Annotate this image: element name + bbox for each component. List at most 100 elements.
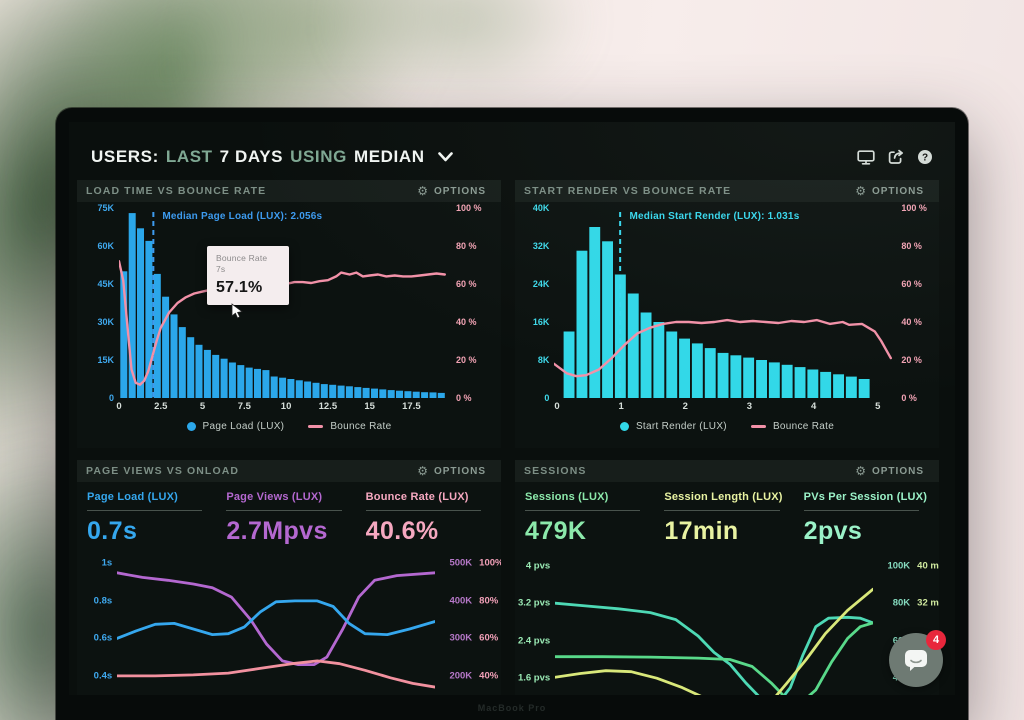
histogram-bar — [345, 386, 353, 398]
histogram-bar — [195, 344, 203, 398]
axis-tick-label: 4 pvs — [525, 560, 551, 572]
axis-tick-label: 0 — [544, 393, 550, 403]
title-part: LAST — [165, 147, 213, 166]
chart-plot: Median Start Render (LUX): 1.031s — [554, 208, 894, 398]
share-icon[interactable] — [888, 149, 904, 165]
histogram-bar — [120, 271, 128, 398]
axis-tick-label: 17.5 — [402, 401, 421, 412]
axis-tick-label: 2.5 — [154, 401, 168, 412]
panel-page-views-vs-onload: PAGE VIEWS VS ONLOAD ⚙ OPTIONS Page Load… — [77, 460, 501, 695]
axis-tick-k: 400K — [449, 595, 473, 607]
axis-tick-k: 300K — [449, 632, 473, 644]
metric-value: 40.6% — [365, 517, 439, 545]
chart-area: 75K 60K 45K 30K 15K 0 Median Page Load (LUX):… — [77, 202, 501, 403]
chart-plot: Median Page Load (LUX): 2.056s Bounce Ra… — [119, 208, 449, 398]
median-annotation: Median Page Load (LUX): 2.056s — [162, 211, 323, 222]
histogram-bar — [203, 349, 211, 398]
metric-divider — [365, 510, 481, 511]
chevron-down-icon[interactable] — [437, 152, 453, 162]
histogram-bar — [589, 227, 601, 398]
chart-area: 40K 32K 24K 16K 8K 0 Median Start Render (LUX… — [515, 202, 939, 403]
histogram-bar — [615, 274, 627, 398]
options-button[interactable]: ⚙ OPTIONS — [411, 184, 492, 198]
metric-divider — [226, 510, 342, 511]
legend-item: Bounce Rate — [308, 421, 391, 432]
series-line — [117, 599, 436, 640]
chart-legend: Page Load (LUX) Bounce Rate — [77, 421, 501, 432]
legend-item: Start Render (LUX) — [619, 421, 727, 432]
histogram-bar — [412, 391, 420, 398]
histogram-bar — [421, 392, 429, 398]
histogram-bar — [329, 384, 337, 398]
display-icon[interactable] — [857, 149, 875, 165]
chart-canvas — [554, 212, 893, 398]
legend-line-marker — [750, 425, 766, 428]
axis-tick-label: 0 % — [901, 393, 917, 403]
tooltip-subtitle: 7s — [216, 264, 226, 275]
axis-tick-label: 1s — [101, 557, 113, 569]
metric-label: Page Load (LUX) — [87, 491, 179, 503]
panel-title: START RENDER VS BOUNCE RATE — [524, 185, 732, 197]
chat-widget-button[interactable]: 4 — [889, 630, 946, 687]
gear-icon: ⚙ — [855, 184, 867, 198]
y-axis-left: 75K 60K 45K 30K 15K 0 — [83, 203, 119, 403]
metric-label: Session Length (LUX) — [664, 491, 783, 503]
histogram-bar — [270, 376, 278, 398]
histogram-bar — [387, 390, 395, 398]
histogram-bar — [137, 228, 144, 398]
axis-tick-unit: 60% — [479, 632, 499, 644]
histogram-bar — [859, 379, 870, 398]
axis-tick-label: 60 % — [456, 279, 477, 289]
axis-tick-label: 20 % — [901, 355, 922, 365]
x-axis: 0 2.5 5 7.5 10 12.5 15 17.5 — [116, 400, 449, 415]
options-button[interactable]: ⚙ OPTIONS — [411, 464, 492, 478]
histogram-bar — [254, 368, 261, 398]
chart-canvas — [119, 212, 446, 398]
panel-title: SESSIONS — [524, 465, 587, 477]
metric-value: 17min — [664, 517, 739, 545]
metric-divider — [87, 510, 203, 511]
panel-header: LOAD TIME VS BOUNCE RATE ⚙ OPTIONS — [77, 180, 501, 202]
panel-header: SESSIONS ⚙ OPTIONS — [515, 460, 939, 482]
legend-label: Bounce Rate — [772, 421, 835, 432]
options-label: OPTIONS — [871, 465, 924, 477]
tooltip-value: 57.1% — [216, 278, 263, 296]
axis-tick-label: 40K — [532, 203, 550, 213]
metric-value: 479K — [525, 517, 587, 545]
axis-tick-label: 3 — [746, 401, 753, 412]
panel-header: START RENDER VS BOUNCE RATE ⚙ OPTIONS — [515, 180, 939, 202]
page-title[interactable]: USERS: LAST 7 DAYS USING MEDIAN — [91, 147, 453, 167]
panel-title: PAGE VIEWS VS ONLOAD — [86, 465, 240, 477]
title-part: USING — [290, 147, 347, 166]
histogram-bar — [379, 389, 387, 398]
options-button[interactable]: ⚙ OPTIONS — [849, 464, 930, 478]
axis-tick-label: 15 — [364, 401, 375, 412]
histogram-bar — [807, 369, 819, 398]
histogram-bar — [756, 360, 768, 398]
chart-canvas — [117, 571, 436, 689]
histogram-bar — [782, 364, 793, 398]
histogram-bar — [653, 322, 665, 398]
histogram-bar — [666, 331, 678, 398]
histogram-bar — [312, 382, 320, 398]
histogram-bar — [354, 387, 362, 398]
axis-tick-label: 10 — [280, 401, 292, 412]
metric-divider — [803, 510, 919, 511]
axis-tick-label: 45K — [97, 279, 114, 289]
chart-plot — [117, 554, 436, 695]
svg-text:?: ? — [922, 153, 928, 164]
metric-bounce-rate: Bounce Rate (LUX) 40.6% — [365, 491, 491, 546]
help-icon[interactable]: ? — [917, 149, 933, 165]
options-button[interactable]: ⚙ OPTIONS — [849, 184, 930, 198]
histogram-bar — [404, 391, 412, 398]
y-axis-left: 1s 0.8s 0.6s 0.4s — [83, 554, 117, 695]
x-axis: 0 1 2 3 4 5 — [554, 400, 897, 415]
histogram-bar — [846, 376, 858, 398]
chart-area: 4 pvs 3.2 pvs 2.4 pvs 1.6 pvs 100K 40 min 80K… — [515, 548, 939, 695]
options-label: OPTIONS — [433, 465, 486, 477]
metric-page-load: Page Load (LUX) 0.7s — [87, 491, 212, 546]
axis-tick-unit: 32 min — [917, 597, 939, 609]
axis-tick-label: 80 % — [456, 241, 477, 251]
axis-tick-label: 5 — [199, 401, 206, 412]
